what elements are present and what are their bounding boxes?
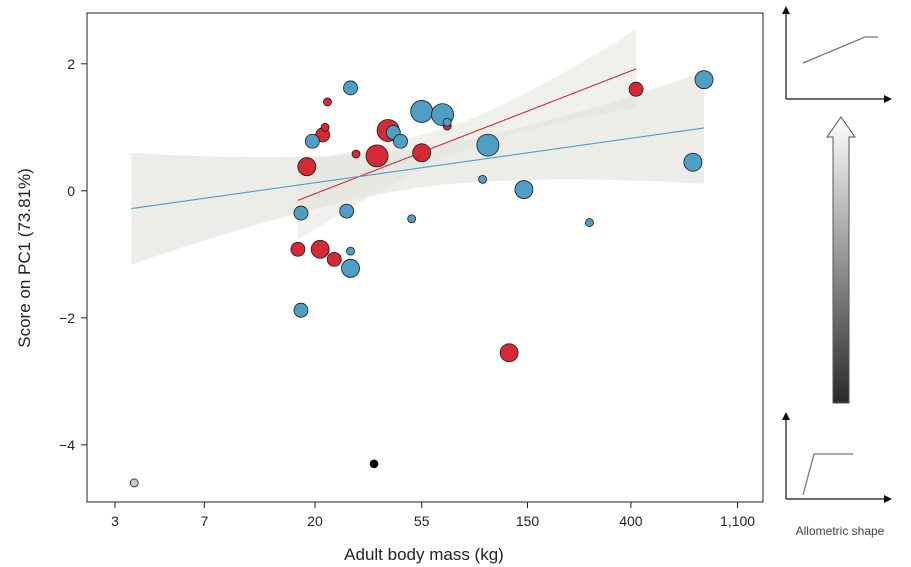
scatter-point: [478, 174, 488, 184]
y-axis-ticks: 2 0 −2 −4: [59, 56, 87, 453]
trend-line: [131, 127, 705, 210]
y-tick-label: 0: [67, 183, 75, 199]
scatter-point: [694, 70, 714, 90]
y-tick-label: −2: [59, 310, 75, 326]
scatter-point: [442, 117, 452, 127]
allometric-shape-label: Allometric shape: [796, 524, 885, 538]
x-tick-label: 150: [516, 513, 540, 529]
scatter-point: [339, 203, 355, 219]
scatter-point: [393, 133, 408, 149]
top-shape-curve: [802, 36, 878, 64]
trend-lines: [131, 68, 705, 210]
scatter-point: [514, 180, 534, 199]
y-axis-label: Score on PC1 (73.81%): [15, 168, 34, 348]
x-tick-label: 400: [619, 513, 643, 529]
scatter-point: [351, 149, 361, 159]
scatter-point: [343, 80, 358, 96]
scatter-point: [628, 81, 644, 97]
scatter-point: [290, 241, 306, 257]
gradient-arrow: [826, 116, 856, 404]
scatter-point: [407, 214, 417, 224]
scatter-point: [412, 143, 432, 163]
scatter-point: [293, 205, 309, 221]
x-tick-label: 55: [414, 513, 430, 529]
scatter-point: [323, 97, 332, 107]
scatter-point: [410, 100, 434, 123]
trend-line: [297, 68, 637, 201]
x-tick-label: 3: [111, 513, 119, 529]
data-points: [129, 70, 714, 488]
x-tick-label: 20: [307, 513, 323, 529]
x-axis-label: Adult body mass (kg): [344, 545, 504, 564]
y-tick-label: 2: [67, 56, 75, 72]
scatter-point: [369, 459, 379, 469]
scatter-point: [304, 133, 320, 149]
bottom-shape-axes: [782, 412, 892, 503]
x-tick-label: 1,100: [720, 513, 755, 529]
bottom-shape-curve: [802, 453, 853, 496]
scatter-point: [310, 239, 330, 259]
scatter-point: [499, 343, 519, 363]
x-tick-label: 7: [200, 513, 208, 529]
top-shape-axes: [782, 6, 892, 103]
scatter-point: [683, 152, 703, 172]
plot-frame: [86, 12, 764, 503]
scatter-point: [585, 218, 594, 227]
scatter-point: [326, 252, 342, 267]
scatter-point: [341, 258, 360, 278]
scatter-point: [297, 157, 317, 177]
x-axis-ticks: 3 7 20 55 150 400 1,100: [111, 502, 755, 529]
scatter-point: [346, 246, 355, 256]
scatter-point: [129, 478, 139, 488]
scatter-point: [365, 144, 389, 168]
allometric-panel: Allometric shape: [782, 6, 892, 538]
y-tick-label: −4: [59, 437, 75, 453]
scatter-point: [293, 302, 309, 318]
scatter-point: [476, 133, 500, 157]
scatter-point: [320, 122, 330, 132]
